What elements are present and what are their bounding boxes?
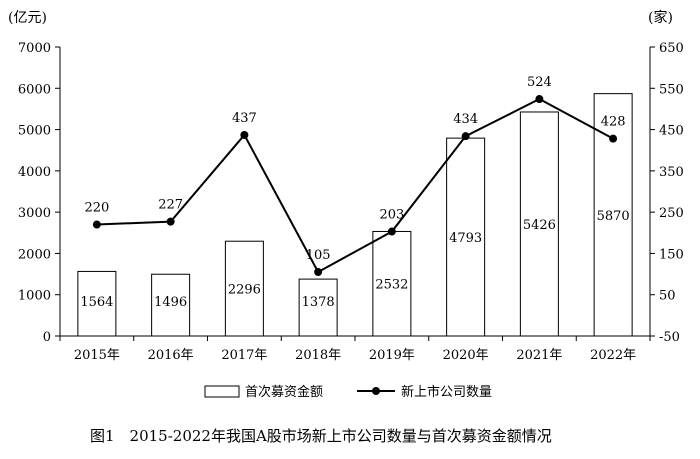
bar — [593, 93, 633, 337]
line-point — [609, 134, 618, 143]
x-tick-label: 2018年 — [295, 348, 341, 363]
left-tick-label: 5000 — [18, 124, 51, 139]
bar — [372, 230, 412, 337]
right-tick-label: 250 — [659, 206, 684, 221]
bar-value-label: 1564 — [80, 295, 113, 310]
line-point — [314, 268, 323, 277]
bar-value-label: 2296 — [228, 283, 261, 298]
line-point — [387, 227, 396, 236]
right-tick-label: 50 — [659, 289, 676, 304]
legend-bar-swatch — [204, 385, 240, 398]
bars — [77, 93, 633, 337]
bar-value-label: 4793 — [449, 231, 482, 246]
right-tick-label: 150 — [659, 247, 684, 262]
left-tick-label: 2000 — [18, 247, 51, 262]
x-tick-label: 2017年 — [221, 348, 267, 363]
bar — [298, 278, 338, 337]
bar-value-label: 5870 — [597, 209, 630, 224]
legend-line-marker — [372, 387, 380, 395]
left-tick-label: 4000 — [18, 165, 51, 180]
line-point — [166, 217, 175, 226]
bar-value-label: 1378 — [302, 295, 335, 310]
line-point — [92, 220, 101, 229]
bar — [519, 111, 559, 337]
line-value-label: 428 — [601, 115, 626, 130]
x-tick-label: 2020年 — [443, 348, 489, 363]
x-tick-label: 2019年 — [369, 348, 415, 363]
right-tick-label: -50 — [659, 330, 680, 345]
bar-value-label: 5426 — [523, 218, 556, 233]
right-tick-label: 350 — [659, 165, 684, 180]
legend-line-label: 新上市公司数量 — [401, 384, 492, 400]
bar — [446, 137, 486, 337]
line-point — [240, 130, 249, 139]
line-value-label: 105 — [306, 248, 331, 263]
line-value-label: 203 — [379, 208, 404, 223]
left-tick-label: 0 — [43, 330, 51, 345]
data-labels: 1564 1496 2296 1378 2532 4793 5426 5870 220 227 43… — [80, 75, 629, 310]
x-tick-label: 2015年 — [74, 348, 120, 363]
legend-bar-label: 首次募资金额 — [245, 384, 323, 400]
line-point — [461, 132, 470, 141]
axes: 0 1000 2000 3000 4000 5000 6000 7000 -50 50 150 250… — [18, 41, 684, 363]
line-value-label: 220 — [84, 201, 109, 216]
right-tick-label: 550 — [659, 82, 684, 97]
bar-value-label: 2532 — [375, 278, 408, 293]
x-tick-label: 2016年 — [148, 348, 194, 363]
left-tick-label: 3000 — [18, 206, 51, 221]
figure-caption: 图1 2015-2022年我国A股市场新上市公司数量与首次募资金额情况 — [90, 427, 552, 445]
right-tick-label: 450 — [659, 124, 684, 139]
line-series — [92, 95, 618, 277]
right-axis-unit: (家) — [648, 9, 673, 26]
left-axis-unit: (亿元) — [8, 10, 47, 26]
line-value-label: 437 — [232, 111, 257, 126]
bar — [151, 273, 191, 337]
line-path — [96, 97, 614, 274]
right-tick-label: 650 — [659, 41, 684, 56]
line-value-label: 524 — [527, 75, 552, 90]
bar-value-label: 1496 — [154, 295, 187, 310]
bar — [224, 240, 264, 337]
left-tick-label: 6000 — [18, 82, 51, 97]
legend: 首次募资金额 新上市公司数量 — [204, 384, 492, 400]
line-point — [535, 95, 544, 104]
line-value-label: 227 — [158, 198, 183, 213]
line-value-label: 434 — [453, 112, 478, 127]
bar — [77, 270, 117, 337]
left-tick-label: 7000 — [18, 41, 51, 56]
x-tick-label: 2022年 — [590, 348, 636, 363]
left-tick-label: 1000 — [18, 289, 51, 304]
x-tick-label: 2021年 — [516, 348, 562, 363]
